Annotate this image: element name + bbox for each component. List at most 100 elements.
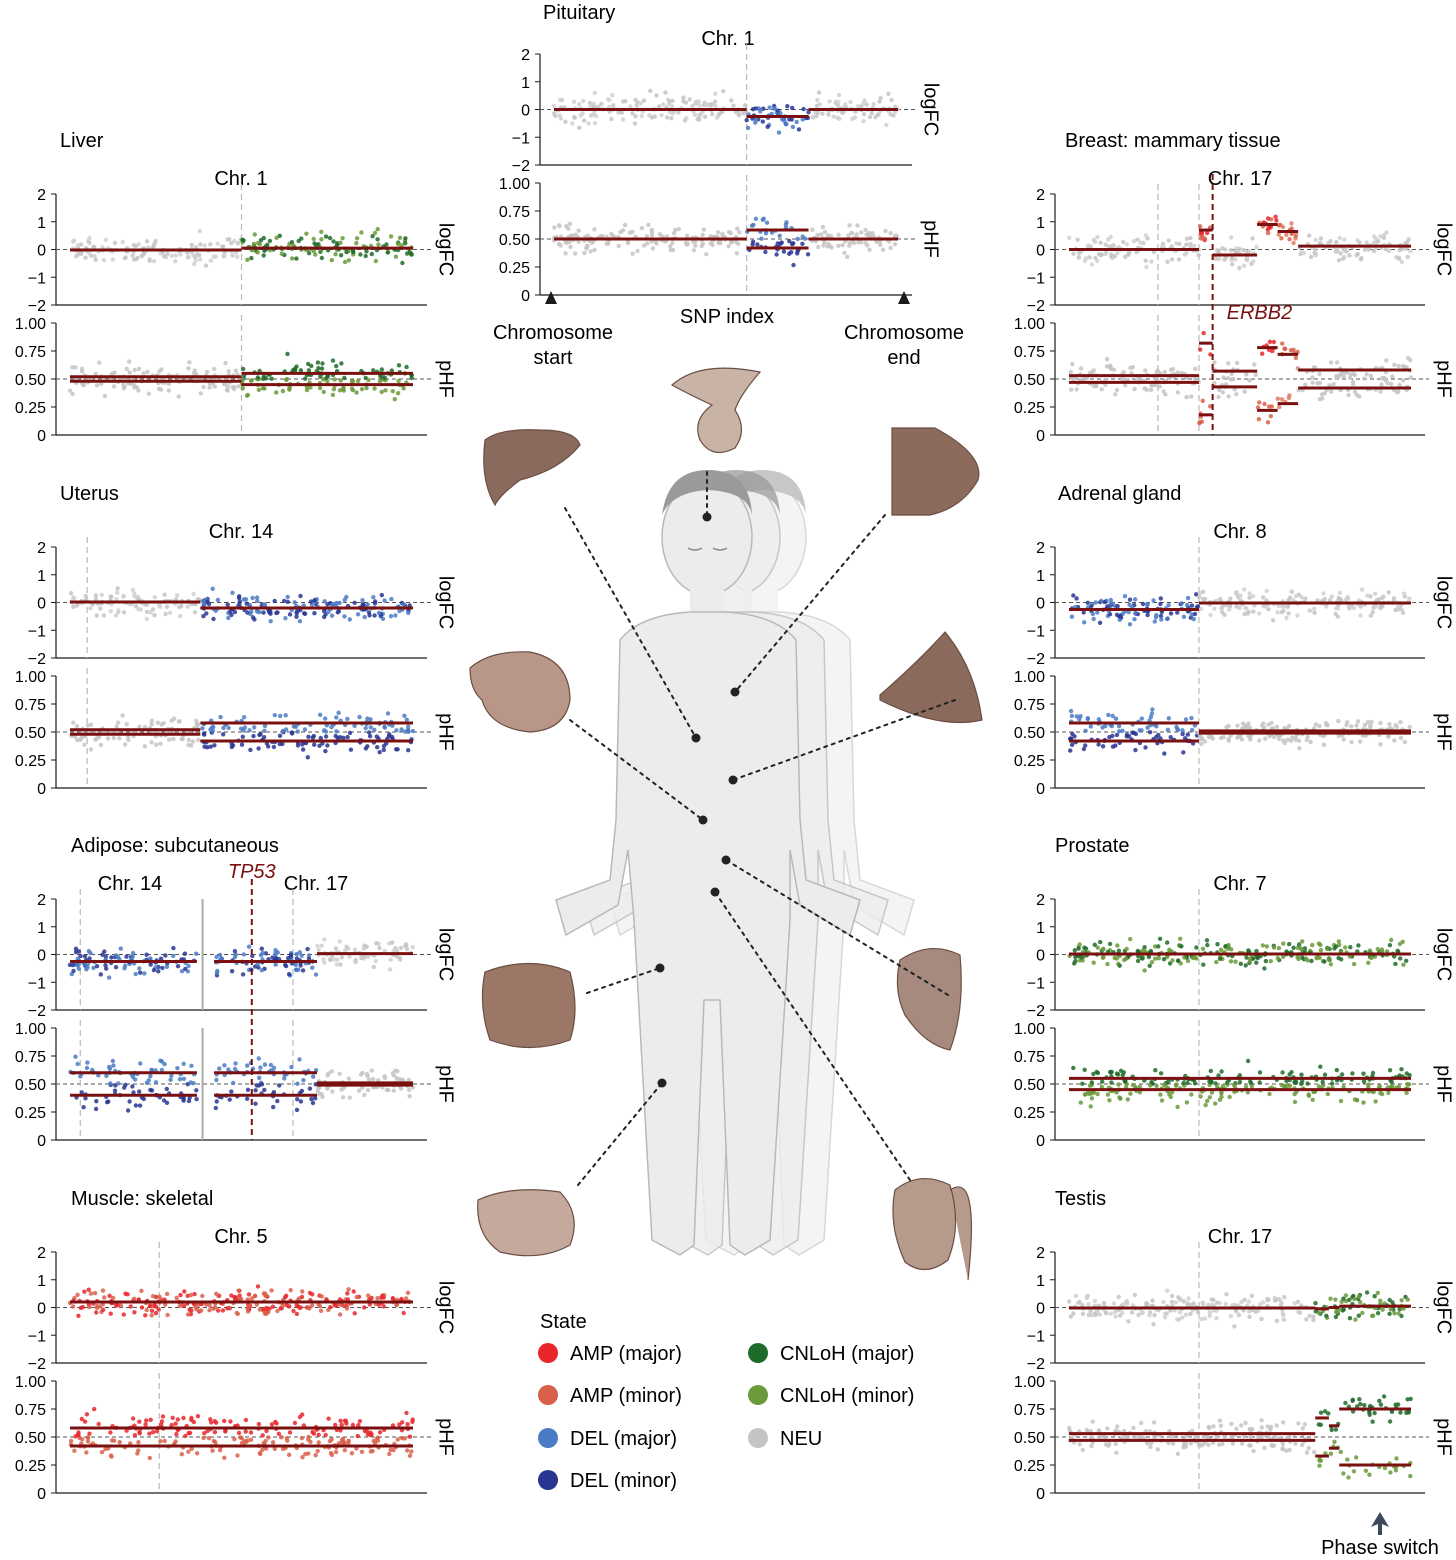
logfc-point xyxy=(131,243,136,248)
adrenal-icon xyxy=(879,631,983,724)
logfc-point xyxy=(871,101,876,107)
logfc-point xyxy=(713,91,718,96)
phf-point xyxy=(649,230,655,235)
phf-point xyxy=(1088,724,1094,729)
logfc-point xyxy=(230,590,235,595)
logfc-point xyxy=(1246,948,1251,953)
phf-point xyxy=(1089,1443,1094,1449)
phf-point xyxy=(332,377,337,382)
logfc-point xyxy=(1254,948,1259,954)
phf-point xyxy=(1226,723,1231,729)
logfc-point xyxy=(229,1293,234,1298)
logfc-point xyxy=(158,251,163,256)
phf-point xyxy=(409,375,414,381)
logfc-point xyxy=(1292,1301,1297,1306)
logfc-point xyxy=(1184,250,1189,256)
phf-point xyxy=(198,391,203,396)
y-tick-label: −1 xyxy=(1027,623,1045,640)
phf-point xyxy=(1346,392,1351,398)
logfc-point xyxy=(1281,1317,1287,1322)
phf-point xyxy=(249,378,254,383)
logfc-point xyxy=(1282,1295,1287,1300)
phf-point xyxy=(672,231,677,236)
logfc-point xyxy=(333,946,339,951)
logfc-point xyxy=(1223,1301,1228,1307)
phf-point xyxy=(1312,1449,1317,1455)
logfc-point xyxy=(681,95,686,100)
logfc-point xyxy=(225,237,230,242)
phf-point xyxy=(272,1446,277,1452)
logfc-point xyxy=(1287,237,1292,242)
phf-point xyxy=(1239,1423,1244,1428)
phf-point xyxy=(368,1430,373,1435)
phf-point xyxy=(263,1438,268,1444)
logfc-point xyxy=(344,944,349,949)
logfc-point xyxy=(78,1305,84,1311)
phf-point xyxy=(357,714,362,720)
phf-point xyxy=(609,231,614,237)
logfc-point xyxy=(778,111,783,116)
logfc-point xyxy=(364,249,369,254)
phf-point xyxy=(191,1419,197,1425)
phf-point xyxy=(404,1410,409,1416)
logfc-point xyxy=(659,113,664,118)
logfc-point xyxy=(335,610,340,615)
y-tick-label: 0.75 xyxy=(499,204,530,221)
phf-point xyxy=(820,224,826,230)
logfc-point xyxy=(220,1308,226,1313)
phf-point xyxy=(259,1082,265,1087)
logfc-point xyxy=(1336,258,1342,263)
logfc-point xyxy=(760,119,765,124)
phf-point xyxy=(228,1419,233,1424)
phf-point xyxy=(181,1076,187,1082)
logfc-point xyxy=(306,1305,311,1310)
logfc-point xyxy=(1185,1301,1190,1306)
logfc-point xyxy=(878,96,883,101)
logfc-point xyxy=(191,252,196,258)
phf-point xyxy=(1336,374,1341,380)
logfc-point xyxy=(1279,236,1284,241)
phf-point xyxy=(79,1090,85,1095)
logfc-point xyxy=(1136,1312,1141,1318)
logfc-point xyxy=(294,1303,299,1308)
phf-point xyxy=(1267,339,1273,344)
phf-point xyxy=(359,1449,365,1455)
phf-point xyxy=(856,240,861,245)
logfc-point xyxy=(1313,1301,1318,1306)
logfc-point xyxy=(1114,612,1120,617)
y-tick-label: 0 xyxy=(37,1486,46,1503)
logfc-point xyxy=(1112,1309,1118,1315)
phf-point xyxy=(84,1412,90,1417)
phf-point xyxy=(297,1414,303,1420)
phf-point xyxy=(1085,716,1091,722)
logfc-point xyxy=(1279,610,1285,615)
logfc-point xyxy=(124,954,129,959)
phf-point xyxy=(186,737,192,743)
logfc-point xyxy=(300,1289,305,1294)
logfc-point xyxy=(663,90,668,95)
logfc-point xyxy=(131,257,137,262)
logfc-point xyxy=(1359,587,1365,592)
logfc-point xyxy=(1318,948,1324,953)
logfc-point xyxy=(362,614,367,620)
phf-point xyxy=(1398,720,1403,725)
phf-point xyxy=(334,715,339,720)
phf-point xyxy=(1088,1104,1093,1109)
phf-point xyxy=(99,1449,105,1455)
phf-point xyxy=(1349,724,1354,729)
logfc-point xyxy=(855,104,861,109)
phf-point xyxy=(877,239,882,245)
phf-point xyxy=(270,1440,276,1445)
phf-point xyxy=(1070,361,1075,367)
phf-point xyxy=(1245,1090,1251,1095)
logfc-point xyxy=(272,598,277,604)
phf-point xyxy=(1209,1090,1215,1095)
phf-point xyxy=(684,242,690,247)
eyes xyxy=(687,547,728,551)
logfc-point xyxy=(249,609,254,614)
logfc-point xyxy=(761,106,766,111)
logfc-point xyxy=(1399,259,1405,265)
phf-point xyxy=(301,1078,306,1083)
logfc-point xyxy=(373,258,379,264)
